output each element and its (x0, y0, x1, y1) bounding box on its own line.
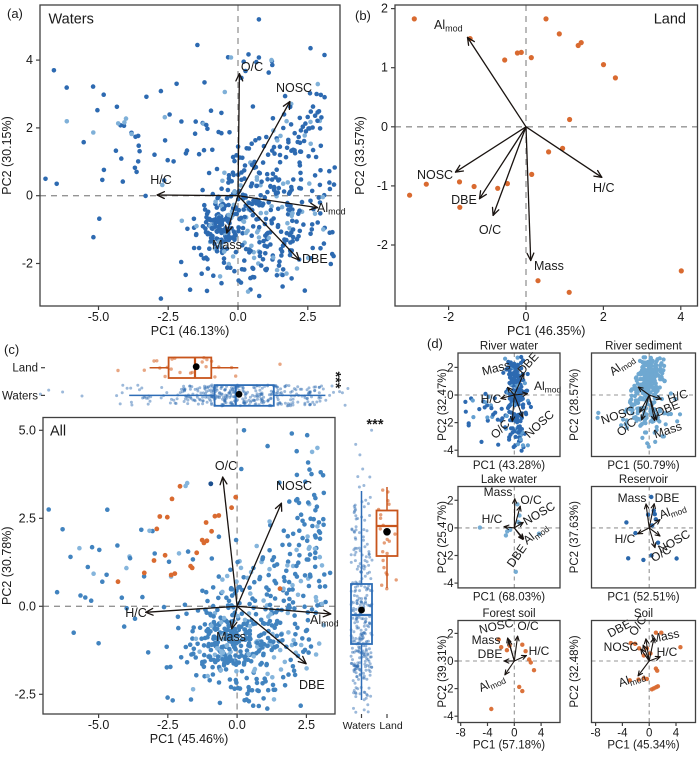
svg-text:***: *** (327, 372, 343, 389)
svg-text:O/C: O/C (241, 60, 263, 74)
svg-text:2.5: 2.5 (19, 511, 36, 525)
svg-text:Forest soil: Forest soil (482, 608, 535, 620)
svg-text:0: 0 (523, 310, 530, 324)
svg-text:PC2 (30.15%): PC2 (30.15%) (0, 116, 14, 195)
svg-text:1: 1 (381, 61, 388, 75)
svg-text:PC1 (46.35%): PC1 (46.35%) (507, 324, 586, 338)
svg-text:River water: River water (480, 341, 538, 353)
svg-text:PC1 (57.18%): PC1 (57.18%) (473, 740, 545, 752)
svg-text:0: 0 (381, 120, 388, 134)
svg-text:-1: -1 (377, 179, 388, 193)
svg-text:Waters: Waters (49, 12, 94, 28)
svg-text:PC1 (45.46%): PC1 (45.46%) (150, 732, 229, 746)
svg-text:Mass: Mass (472, 633, 501, 647)
svg-text:H/C: H/C (482, 512, 503, 526)
svg-text:All: All (50, 424, 66, 440)
svg-text:PC1 (46.13%): PC1 (46.13%) (151, 324, 230, 338)
svg-text:H/C: H/C (615, 532, 636, 546)
svg-text:Waters: Waters (343, 720, 376, 732)
svg-text:O/C: O/C (479, 223, 501, 237)
svg-text:(a): (a) (7, 6, 23, 21)
svg-text:O/C: O/C (215, 459, 237, 473)
svg-text:PC1 (50.79%): PC1 (50.79%) (607, 460, 679, 472)
svg-text:2: 2 (600, 310, 607, 324)
svg-text:0.0: 0.0 (229, 310, 246, 324)
svg-text:Land: Land (379, 720, 403, 732)
svg-text:H/C: H/C (125, 606, 147, 620)
svg-text:PC1 (45.34%): PC1 (45.34%) (607, 740, 679, 752)
svg-text:-4: -4 (443, 578, 454, 590)
svg-text:NOSC: NOSC (604, 640, 639, 654)
svg-text:-4: -4 (482, 728, 493, 740)
svg-text:-2.5: -2.5 (157, 718, 179, 732)
svg-text:H/C: H/C (529, 644, 550, 658)
svg-text:Mass: Mass (534, 259, 564, 273)
svg-text:Land: Land (12, 363, 38, 375)
svg-text:Soil: Soil (634, 608, 653, 620)
svg-text:Lake water: Lake water (481, 474, 537, 486)
svg-text:0.0: 0.0 (19, 599, 36, 613)
svg-text:PC2 (39.31%): PC2 (39.31%) (437, 635, 449, 707)
svg-text:H/C: H/C (481, 392, 502, 406)
svg-text:0: 0 (646, 728, 652, 740)
svg-text:River sediment: River sediment (605, 341, 682, 353)
svg-text:-2: -2 (22, 257, 33, 271)
svg-text:H/C: H/C (657, 645, 678, 659)
svg-text:2.5: 2.5 (298, 718, 315, 732)
svg-text:-5.0: -5.0 (88, 718, 110, 732)
svg-text:PC2 (32.47%): PC2 (32.47%) (437, 368, 449, 440)
svg-text:H/C: H/C (593, 181, 615, 195)
svg-text:DBE: DBE (451, 193, 477, 207)
svg-text:2.5: 2.5 (299, 310, 316, 324)
svg-text:Waters: Waters (2, 390, 38, 402)
svg-text:Land: Land (654, 12, 686, 28)
svg-text:4: 4 (538, 728, 545, 740)
svg-text:NOSC: NOSC (417, 168, 453, 182)
svg-text:4: 4 (677, 310, 684, 324)
svg-text:-8: -8 (590, 728, 600, 740)
svg-text:DBE: DBE (302, 252, 328, 266)
svg-text:(c): (c) (4, 342, 19, 357)
svg-text:-2: -2 (443, 310, 454, 324)
svg-text:NOSC: NOSC (276, 479, 312, 493)
svg-text:-5.0: -5.0 (88, 310, 110, 324)
svg-text:PC2 (37.63%): PC2 (37.63%) (569, 501, 581, 573)
svg-text:4: 4 (26, 53, 33, 67)
svg-text:PC2 (25.47%): PC2 (25.47%) (437, 501, 449, 573)
svg-text:Reservoir: Reservoir (619, 474, 668, 486)
svg-text:(b): (b) (355, 8, 371, 23)
svg-text:Mass: Mass (618, 491, 647, 505)
svg-text:5.0: 5.0 (19, 423, 36, 437)
svg-text:PC2 (28.57%): PC2 (28.57%) (569, 368, 581, 440)
svg-text:PC2 (33.57%): PC2 (33.57%) (353, 116, 367, 195)
svg-text:H/C: H/C (150, 173, 172, 187)
svg-text:2: 2 (26, 121, 33, 135)
svg-text:Mass: Mass (216, 630, 246, 644)
svg-text:-4: -4 (617, 728, 628, 740)
svg-text:PC1 (68.03%): PC1 (68.03%) (473, 591, 545, 603)
svg-text:-2.5: -2.5 (157, 310, 179, 324)
svg-text:PC1 (43.28%): PC1 (43.28%) (473, 460, 545, 472)
svg-text:Mass: Mass (212, 238, 242, 252)
svg-text:NOSC: NOSC (276, 81, 312, 95)
svg-text:(d): (d) (427, 336, 443, 351)
svg-text:0.0: 0.0 (228, 718, 245, 732)
svg-text:PC2 (32.48%): PC2 (32.48%) (569, 635, 581, 707)
svg-text:4: 4 (673, 728, 680, 740)
svg-text:***: *** (367, 417, 384, 433)
svg-text:DBE: DBE (299, 678, 325, 692)
svg-text:PC2 (30.78%): PC2 (30.78%) (0, 526, 14, 605)
svg-text:-2: -2 (377, 238, 388, 252)
svg-text:-8: -8 (456, 728, 466, 740)
svg-text:0: 0 (511, 728, 517, 740)
svg-text:-4: -4 (443, 711, 454, 723)
svg-text:0: 0 (26, 189, 33, 203)
svg-text:DBE: DBE (655, 491, 680, 505)
svg-text:-2.5: -2.5 (14, 687, 36, 701)
svg-text:-4: -4 (443, 445, 454, 457)
svg-text:2: 2 (381, 2, 388, 16)
svg-text:PC1 (52.51%): PC1 (52.51%) (607, 591, 679, 603)
svg-text:DBE: DBE (478, 647, 503, 661)
